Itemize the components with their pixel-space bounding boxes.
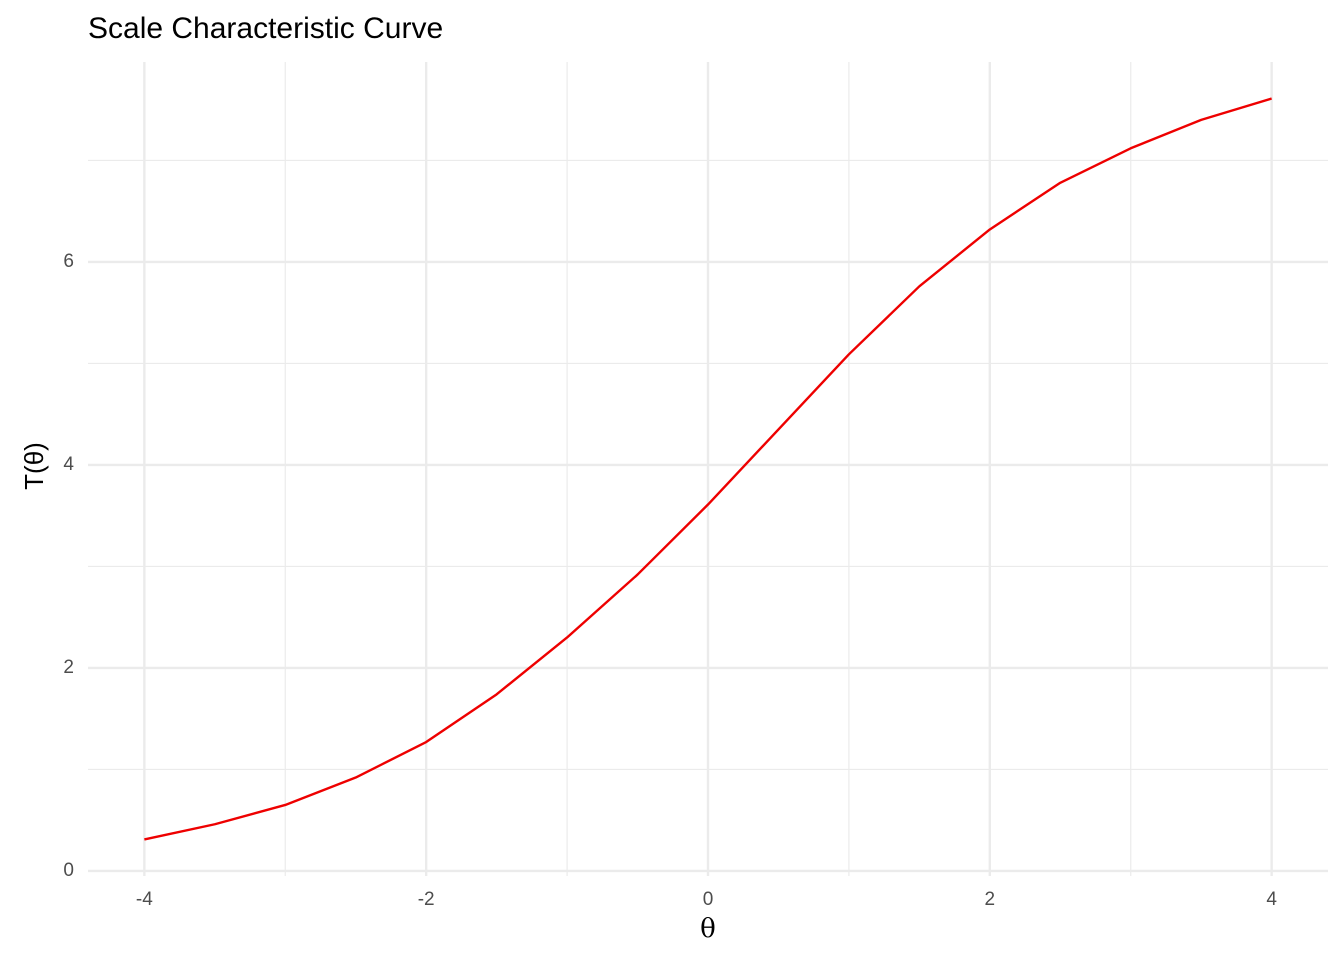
chart-title: Scale Characteristic Curve <box>88 12 443 45</box>
line <box>144 97 1272 841</box>
y-tick-label: 6 <box>63 251 74 272</box>
x-axis-title: θ <box>700 914 716 944</box>
x-tick-label: 4 <box>1266 889 1277 910</box>
y-tick-label: 2 <box>63 657 74 678</box>
x-tick-label: 2 <box>985 889 996 910</box>
x-tick-label: -4 <box>136 889 153 910</box>
y-tick-label: 4 <box>63 454 74 475</box>
x-tick-label: 0 <box>703 889 714 910</box>
y-axis-title: T(θ) <box>19 442 49 490</box>
y-tick-label: 0 <box>63 860 74 881</box>
x-tick-label: -2 <box>418 889 435 910</box>
